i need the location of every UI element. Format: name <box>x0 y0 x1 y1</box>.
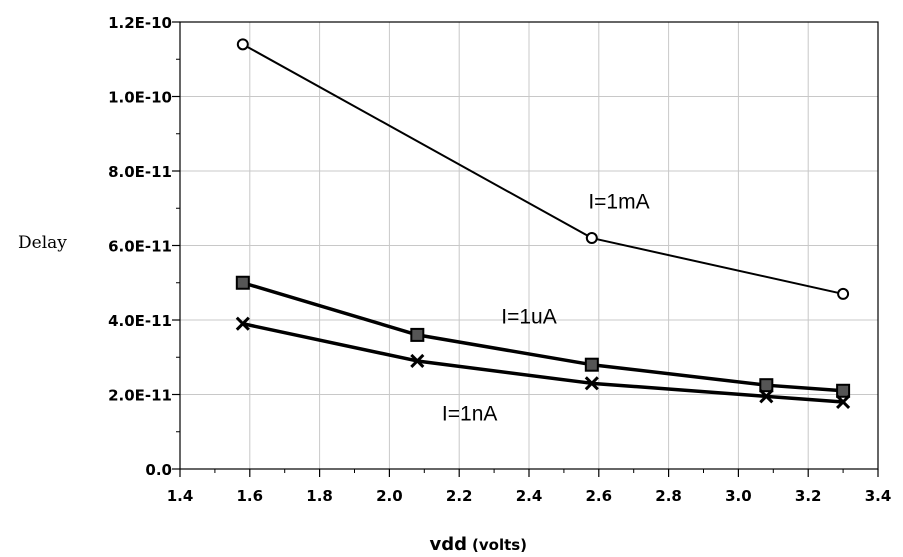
data-point-x-stroke <box>759 389 774 404</box>
series-square <box>235 275 851 398</box>
x-axis-unit: (volts) <box>472 536 527 554</box>
x-tick-label: 3.2 <box>795 487 822 505</box>
axes: 1.4 1.6 1.8 2.0 2.2 2.4 2.6 2.8 3.0 3.2 3.4 0.0 2.0E… <box>108 14 891 505</box>
x-tick-label: 2.0 <box>376 487 403 505</box>
data-point-x <box>584 376 599 391</box>
data-point-x-stroke <box>584 376 599 391</box>
data-point-square <box>235 275 250 290</box>
data-point-square <box>410 327 425 342</box>
labels-layer: Delay vdd (volts) I=1mA I=1uA I=1nA <box>18 190 650 555</box>
data-point-square <box>836 383 851 398</box>
x-tick-label: 2.8 <box>655 487 682 505</box>
y-tick-label: 0.0 <box>145 461 172 479</box>
series-line <box>242 281 844 393</box>
data-point-x-stroke <box>836 394 851 410</box>
series-x <box>235 316 851 410</box>
x-tick-label: 3.4 <box>865 487 892 505</box>
series-label: I=1mA <box>588 190 649 213</box>
y-tick-label: 4.0E-11 <box>108 312 172 330</box>
series-circle <box>236 38 850 300</box>
x-tick-label: 3.0 <box>725 487 752 505</box>
series-line <box>242 43 844 295</box>
y-tick-label: 2.0E-11 <box>108 387 172 405</box>
grid <box>180 22 878 469</box>
y-tick-label: 1.2E-10 <box>108 14 172 32</box>
x-tick-label: 1.6 <box>237 487 264 505</box>
x-tick-label: 2.4 <box>516 487 543 505</box>
series-layer <box>235 38 851 410</box>
data-point-circle <box>585 232 598 245</box>
data-point-square <box>584 357 599 372</box>
x-tick-label: 1.4 <box>167 487 194 505</box>
y-axis-label: Delay <box>18 233 67 253</box>
x-tick-label: 2.2 <box>446 487 473 505</box>
data-point-x-stroke <box>235 316 250 331</box>
data-point-x <box>759 389 774 404</box>
y-tick-label: 1.0E-10 <box>108 89 172 107</box>
x-tick-label: 1.8 <box>306 487 333 505</box>
y-tick-label: 6.0E-11 <box>108 238 172 256</box>
series-label: I=1nA <box>442 403 497 426</box>
data-point-circle <box>837 287 850 300</box>
x-axis-label: vdd <box>429 534 467 555</box>
data-point-circle <box>236 38 249 51</box>
data-point-x-stroke <box>410 353 425 369</box>
data-point-square <box>759 378 774 393</box>
data-point-x <box>410 353 425 369</box>
data-point-x <box>836 394 851 410</box>
y-tick-label: 8.0E-11 <box>108 163 172 181</box>
data-point-x <box>235 316 250 331</box>
series-line <box>242 322 844 404</box>
x-tick-label: 2.6 <box>586 487 613 505</box>
series-label: I=1uA <box>501 306 556 329</box>
